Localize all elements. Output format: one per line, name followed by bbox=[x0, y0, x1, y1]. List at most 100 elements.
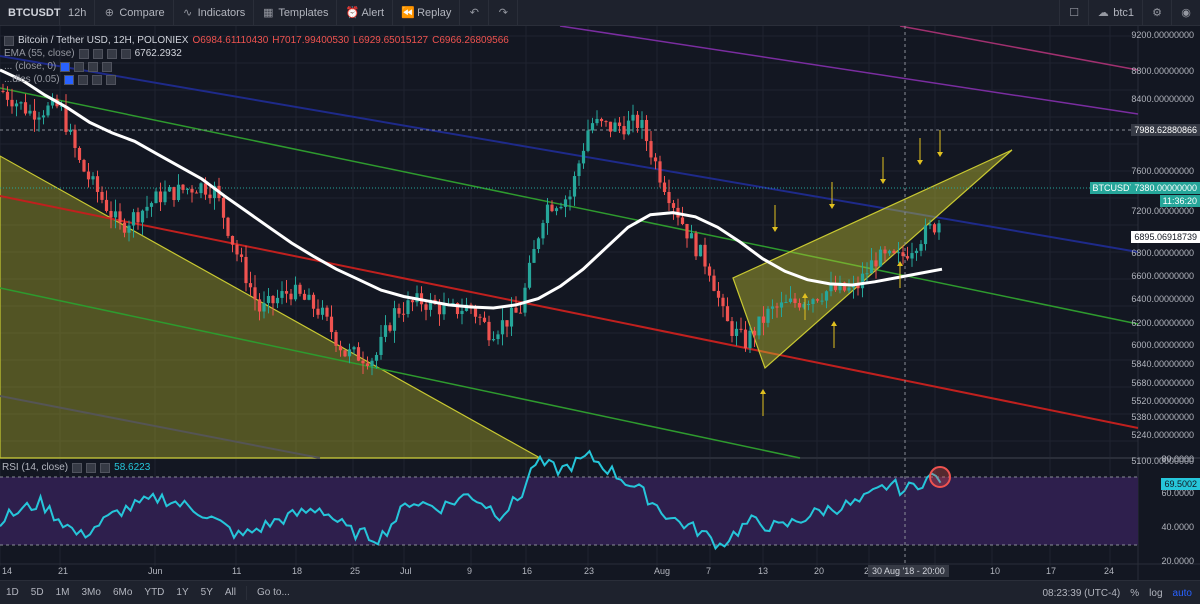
candle-body bbox=[329, 316, 334, 333]
candle-body bbox=[109, 211, 113, 218]
compare-button[interactable]: ⊕ Compare bbox=[95, 0, 174, 26]
rsi-legend[interactable]: RSI (14, close) 58.6223 bbox=[2, 462, 150, 473]
eye-icon[interactable] bbox=[60, 61, 71, 72]
eye-icon[interactable] bbox=[78, 48, 89, 59]
candle-body bbox=[374, 354, 379, 361]
rsi-line bbox=[0, 449, 942, 551]
rsi-label: RSI (14, close) bbox=[2, 462, 69, 473]
ema-price-tag: 6895.06918739 bbox=[1131, 231, 1200, 243]
indicator-wave-icon: ∿ bbox=[183, 6, 193, 19]
candle-body bbox=[667, 191, 671, 204]
settings-button[interactable]: ⚙ bbox=[1142, 0, 1171, 26]
more-icon[interactable] bbox=[120, 48, 131, 59]
rsi-scale-label: 20.0000 bbox=[1161, 556, 1194, 566]
candle-body bbox=[856, 284, 860, 289]
replay-button[interactable]: ⏪ Replay bbox=[393, 0, 461, 26]
candle-body bbox=[14, 103, 19, 107]
indicator2-legend-row[interactable]: ... (close, 0) bbox=[4, 60, 509, 73]
time-axis[interactable]: 1421Jun111825Jul91623Aug7132026101724 bbox=[0, 564, 1140, 578]
range-button-6mo[interactable]: 6Mo bbox=[112, 587, 133, 598]
percent-toggle[interactable]: % bbox=[1130, 587, 1140, 599]
candle-body bbox=[797, 303, 802, 308]
candle-body bbox=[883, 249, 887, 254]
alert-button[interactable]: ⏰ Alert bbox=[337, 0, 394, 26]
time-axis-label: 11 bbox=[232, 566, 242, 576]
toolbar-right-group: ☐ ☁ btc1 ⚙ ◉ bbox=[1059, 0, 1200, 26]
settings-icon[interactable] bbox=[74, 61, 85, 72]
settings-icon[interactable] bbox=[86, 462, 97, 473]
interval-label: 12h bbox=[68, 6, 87, 19]
symbol-search-button[interactable]: BTCUSDT bbox=[0, 0, 61, 26]
close-icon[interactable] bbox=[100, 462, 111, 473]
range-button-3mo[interactable]: 3Mo bbox=[81, 587, 101, 598]
layout-button[interactable]: ☁ btc1 bbox=[1088, 0, 1142, 26]
candle-body bbox=[833, 283, 838, 291]
more-icon[interactable] bbox=[105, 74, 116, 85]
close-icon[interactable] bbox=[91, 74, 102, 85]
range-button-1d[interactable]: 1D bbox=[6, 587, 19, 598]
arrow-down-head bbox=[880, 179, 886, 184]
candle-body bbox=[577, 163, 581, 177]
settings-icon[interactable] bbox=[92, 48, 103, 59]
candle-body bbox=[608, 121, 613, 132]
ema-legend-row[interactable]: EMA (55, close) 6762.2932 bbox=[4, 47, 509, 60]
range-button-1m[interactable]: 1M bbox=[55, 587, 70, 598]
candle-body bbox=[311, 294, 316, 309]
legend-toggle-icon[interactable] bbox=[4, 35, 14, 46]
candle-body bbox=[599, 118, 604, 122]
settings-icon[interactable] bbox=[77, 74, 88, 85]
close-icon[interactable] bbox=[88, 61, 99, 72]
alarm-clock-icon: ⏰ bbox=[345, 6, 360, 19]
range-button-5d[interactable]: 5D bbox=[30, 587, 44, 598]
eye-icon[interactable] bbox=[63, 74, 74, 85]
candle-body bbox=[334, 332, 338, 346]
candle-body bbox=[617, 122, 622, 127]
indicators-button[interactable]: ∿ Indicators bbox=[174, 0, 255, 26]
candle-body bbox=[23, 102, 28, 114]
more-icon[interactable] bbox=[102, 61, 113, 72]
undo-button[interactable]: ↶ bbox=[460, 0, 490, 26]
interval-button[interactable]: 12h bbox=[60, 0, 96, 26]
candle-body bbox=[131, 212, 136, 226]
candle-body bbox=[32, 110, 37, 120]
gray-trendline bbox=[0, 395, 321, 459]
candle-body bbox=[19, 102, 23, 104]
auto-toggle[interactable]: auto bbox=[1172, 587, 1192, 599]
range-button-5y[interactable]: 5Y bbox=[200, 587, 213, 598]
redo-button[interactable]: ↷ bbox=[489, 0, 519, 26]
green-lower-trendline bbox=[0, 287, 801, 459]
close-icon[interactable] bbox=[106, 48, 117, 59]
candle-body bbox=[163, 191, 167, 203]
candle-body bbox=[527, 262, 532, 288]
magenta-trendline bbox=[899, 26, 1139, 71]
range-button-all[interactable]: All bbox=[224, 587, 236, 598]
range-button-ytd[interactable]: YTD bbox=[144, 587, 165, 598]
candle-body bbox=[685, 223, 689, 239]
candle-body bbox=[680, 217, 685, 224]
green-trendline bbox=[0, 87, 1139, 325]
candle-body bbox=[815, 299, 820, 301]
snapshot-button[interactable]: ◉ bbox=[1171, 0, 1200, 26]
clock-display: 08:23:39 (UTC-4) bbox=[1042, 587, 1121, 599]
candle-body bbox=[302, 293, 307, 300]
templates-label: Templates bbox=[278, 6, 329, 19]
candle-body bbox=[410, 300, 415, 303]
rsi-pane bbox=[0, 449, 1138, 551]
price-scale-label: 5520.00000000 bbox=[1131, 396, 1194, 406]
price-scale-label: 6000.00000000 bbox=[1131, 340, 1194, 350]
fullscreen-button[interactable]: ☐ bbox=[1059, 0, 1088, 26]
range-button-1y[interactable]: 1Y bbox=[176, 587, 189, 598]
candle-body bbox=[257, 299, 262, 312]
candle-body bbox=[406, 300, 410, 315]
candle-body bbox=[712, 275, 716, 291]
candle-body bbox=[694, 233, 698, 257]
eye-icon[interactable] bbox=[72, 462, 83, 473]
log-toggle[interactable]: log bbox=[1149, 587, 1163, 599]
candle-body bbox=[158, 191, 163, 203]
purple-trendline bbox=[559, 26, 1139, 115]
indicator3-legend-row[interactable]: ...dles (0.05) bbox=[4, 73, 509, 86]
price-chart-canvas[interactable] bbox=[0, 26, 1200, 580]
templates-button[interactable]: ▦ Templates bbox=[254, 0, 338, 26]
goto-button[interactable]: Go to... bbox=[251, 587, 296, 598]
